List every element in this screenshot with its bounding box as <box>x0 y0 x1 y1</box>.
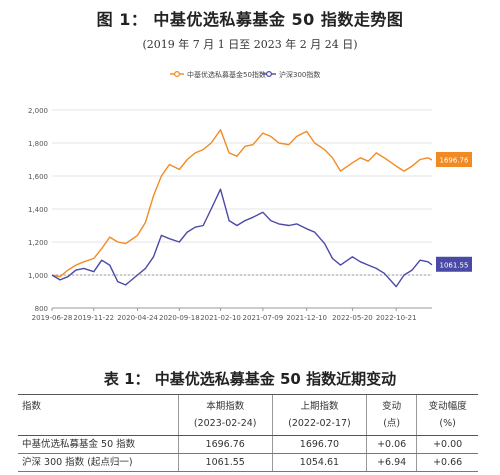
y-tick-label: 1,400 <box>28 206 48 214</box>
row-change: +6.94 <box>366 453 417 472</box>
x-tick-label: 2022-05-20 <box>332 314 373 322</box>
row-previous: 1054.61 <box>271 453 367 472</box>
x-tick-label: 2022-10-21 <box>376 314 417 322</box>
y-tick-label: 800 <box>35 305 48 313</box>
row-current: 1696.76 <box>177 435 273 454</box>
end-label: 1696.76 <box>440 156 469 164</box>
series-line-1 <box>51 129 433 278</box>
y-tick-label: 1,800 <box>28 140 48 148</box>
y-tick-label: 2,000 <box>28 107 48 115</box>
legend-marker <box>266 71 273 78</box>
header-change: 变动 (点) <box>366 394 417 436</box>
figure-subtitle: (2019 年 7 月 1 日至 2023 年 2 月 24 日) <box>142 38 358 51</box>
index-change-table: 指数 本期指数 (2023-02-24) 上期指数 (2022-02-17) 变动(… <box>18 394 478 472</box>
x-tick-label: 2021-12-10 <box>286 314 327 322</box>
end-label-box <box>436 151 472 167</box>
x-tick-label: 2021-07-09 <box>243 314 284 322</box>
row-change-pct: +0.00 <box>416 435 478 454</box>
header-previous: 上期指数 (2022-02-17) <box>271 394 367 436</box>
y-tick-label: 1,000 <box>28 272 48 280</box>
x-tick-label: 2020-09-18 <box>159 314 200 322</box>
x-tick-label: 2019-06-28 <box>32 314 73 322</box>
figure-title: 图 1： 中基优选私募基金 50 指数走势图 <box>96 10 404 29</box>
legend-label: 中基优选私募基金50指数 <box>187 70 266 79</box>
series-line-2 <box>51 188 433 288</box>
row-previous: 1696.70 <box>271 435 367 454</box>
line-chart: 800 1,000 1,200 1,400 1,600 1,800 2,000 2019-06… <box>28 70 472 322</box>
row-name: 沪深 300 指数 (起点归一) <box>18 453 179 472</box>
header-current: 本期指数 (2023-02-24) <box>177 394 273 436</box>
x-tick-label: 2019-11-22 <box>73 314 114 322</box>
table-row: 沪深 300 指数 (起点归一) 1061.55 1054.61 +6.94 +… <box>18 453 478 472</box>
legend-marker <box>174 71 181 78</box>
x-tick-label: 2020-04-24 <box>117 314 158 322</box>
y-tick-label: 1,200 <box>28 239 48 247</box>
header-change-pct: 变动幅度 (%) <box>416 394 478 436</box>
y-tick-label: 1,600 <box>28 173 48 181</box>
row-current: 1061.55 <box>177 453 273 472</box>
row-change-pct: +0.66 <box>416 453 478 472</box>
header-index: 指数 <box>18 394 179 436</box>
end-label-box <box>436 256 472 272</box>
table-title: 表 1： 中基优选私募基金 50 指数近期变动 <box>103 370 397 388</box>
legend-label: 沪深300指数 <box>279 70 320 79</box>
row-name: 中基优选私募基金 50 指数 <box>18 435 179 454</box>
end-label: 1061.55 <box>440 261 469 269</box>
table-row: 中基优选私募基金 50 指数 1696.76 1696.70 +0.06 +0.… <box>18 435 478 454</box>
table-header-row: 指数 本期指数 (2023-02-24) 上期指数 (2022-02-17) 变动(… <box>18 394 478 436</box>
row-change: +0.06 <box>366 435 417 454</box>
x-tick-label: 2021-02-10 <box>200 314 241 322</box>
